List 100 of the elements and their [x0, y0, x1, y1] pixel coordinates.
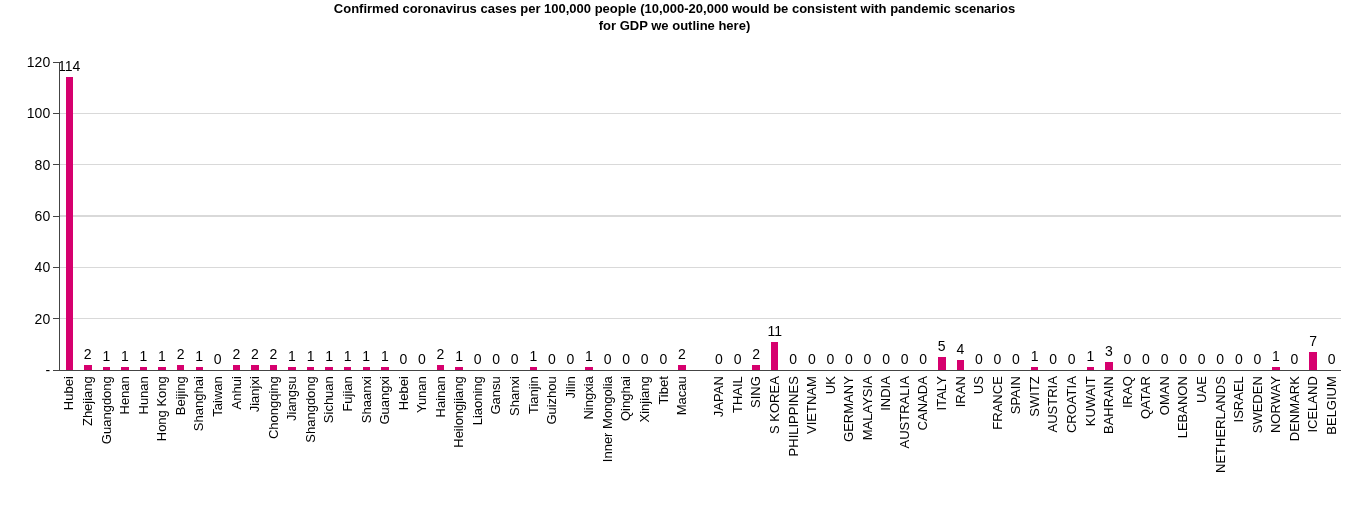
x-tick-label: Sichuan	[321, 376, 337, 424]
x-tick-label: OMAN	[1156, 376, 1172, 416]
bar	[362, 367, 371, 370]
data-label: 1	[362, 348, 371, 365]
data-label: 5	[937, 338, 946, 355]
x-tick-label: UAE	[1193, 375, 1209, 403]
data-label: 0	[1067, 351, 1076, 367]
x-tick-label: Tianjin	[525, 376, 541, 415]
bar	[251, 364, 259, 370]
bar	[938, 357, 946, 370]
data-label: 1	[380, 348, 389, 365]
bar	[158, 367, 166, 370]
x-tick-label: INDIA	[878, 375, 894, 411]
x-tick-label: Shangdong	[302, 376, 318, 443]
bar	[455, 367, 463, 370]
data-label: 4	[956, 340, 965, 357]
x-tick-label: Ningxia	[581, 375, 597, 420]
bar	[232, 364, 241, 370]
data-label: 0	[807, 351, 816, 367]
data-label: 0	[1142, 351, 1151, 367]
x-tick-label: LEBANON	[1175, 376, 1191, 439]
data-label: 0	[1123, 351, 1132, 367]
bar	[269, 364, 278, 370]
x-tick-label: Xinjiang	[637, 376, 653, 423]
x-tick-label: IRAQ	[1119, 376, 1135, 408]
x-tick-label: BAHRAIN	[1101, 376, 1117, 434]
x-tick-label: ITALY	[934, 375, 950, 411]
bar	[102, 367, 111, 370]
x-tick-label: Guangxi	[377, 376, 393, 425]
data-label: 0	[418, 351, 427, 367]
data-label: 114	[58, 58, 81, 75]
x-tick-label: ICELAND	[1305, 376, 1321, 433]
x-tick-label: Shaanxi	[358, 376, 374, 424]
data-label: 0	[993, 351, 1002, 367]
data-label: 1	[529, 348, 538, 365]
data-label: 0	[789, 351, 798, 367]
bar	[176, 364, 185, 370]
x-tick-label: Macau	[674, 376, 690, 416]
bar	[956, 359, 965, 370]
data-label: 0	[1253, 351, 1262, 367]
data-label: 0	[715, 351, 724, 367]
data-label: 2	[250, 345, 259, 362]
bar	[121, 367, 129, 370]
data-label: 2	[83, 345, 92, 362]
x-tick-label: Hunan	[135, 376, 151, 415]
data-label: 0	[974, 351, 983, 367]
bar	[585, 367, 593, 370]
data-label: 1	[120, 348, 129, 365]
data-label: 0	[1160, 351, 1169, 367]
data-label: 0	[882, 351, 891, 367]
data-label: 0	[547, 351, 556, 367]
data-label: 0	[900, 351, 909, 367]
data-label: 0	[399, 351, 408, 367]
x-tick-label: Hubei	[61, 376, 77, 411]
x-tick-label: Chongqing	[265, 376, 281, 440]
x-tick-label: Guizhou	[544, 376, 560, 425]
y-tick-label: 100	[26, 105, 51, 122]
x-tick-label: Tibet	[655, 375, 671, 405]
data-label: 1	[195, 348, 204, 365]
data-label: 0	[213, 351, 222, 367]
x-tick-label: Anhui	[228, 376, 244, 410]
bar	[436, 364, 445, 370]
bar	[139, 367, 148, 370]
x-tick-label: KUWAIT	[1082, 376, 1098, 427]
y-tick-label: -	[45, 361, 51, 378]
bar	[529, 367, 538, 370]
data-label: 1	[306, 348, 315, 365]
bar	[288, 367, 296, 370]
data-label: 0	[1012, 351, 1021, 367]
x-tick-label: Hong Kong	[154, 376, 170, 442]
data-label: 7	[1309, 333, 1318, 350]
data-label: 1	[325, 348, 334, 365]
x-tick-label: CROATIA	[1064, 375, 1080, 434]
data-label: 1	[102, 348, 111, 365]
x-tick-label: DENMARK	[1286, 375, 1302, 442]
data-label: 2	[677, 345, 686, 362]
bar	[1309, 352, 1317, 370]
bar	[771, 341, 779, 370]
data-label: 2	[176, 345, 185, 362]
x-tick-label: AUSTRALIA	[896, 375, 912, 449]
x-tick-label: SING	[748, 376, 764, 408]
x-tick-label: VIETNAM	[804, 376, 820, 434]
x-tick-label: Hebei	[395, 376, 411, 411]
bar	[84, 364, 92, 370]
x-tick-label: Shanghai	[191, 376, 207, 432]
data-label: 0	[640, 351, 649, 367]
data-label: 0	[919, 351, 928, 367]
x-tick-label: Liaoning	[469, 376, 485, 426]
y-tick-label: 60	[34, 207, 51, 224]
x-tick-label: Zhejiang	[80, 376, 96, 427]
data-label: 0	[603, 351, 612, 367]
data-label: 1	[1272, 348, 1281, 365]
data-label: 0	[733, 351, 742, 367]
bar	[1105, 362, 1113, 370]
data-label: 2	[269, 345, 278, 362]
x-tick-label: Henan	[117, 376, 133, 415]
data-label: 1	[585, 348, 594, 365]
bar	[344, 367, 352, 370]
data-label: 0	[1290, 351, 1299, 367]
data-label: 1	[158, 348, 167, 365]
